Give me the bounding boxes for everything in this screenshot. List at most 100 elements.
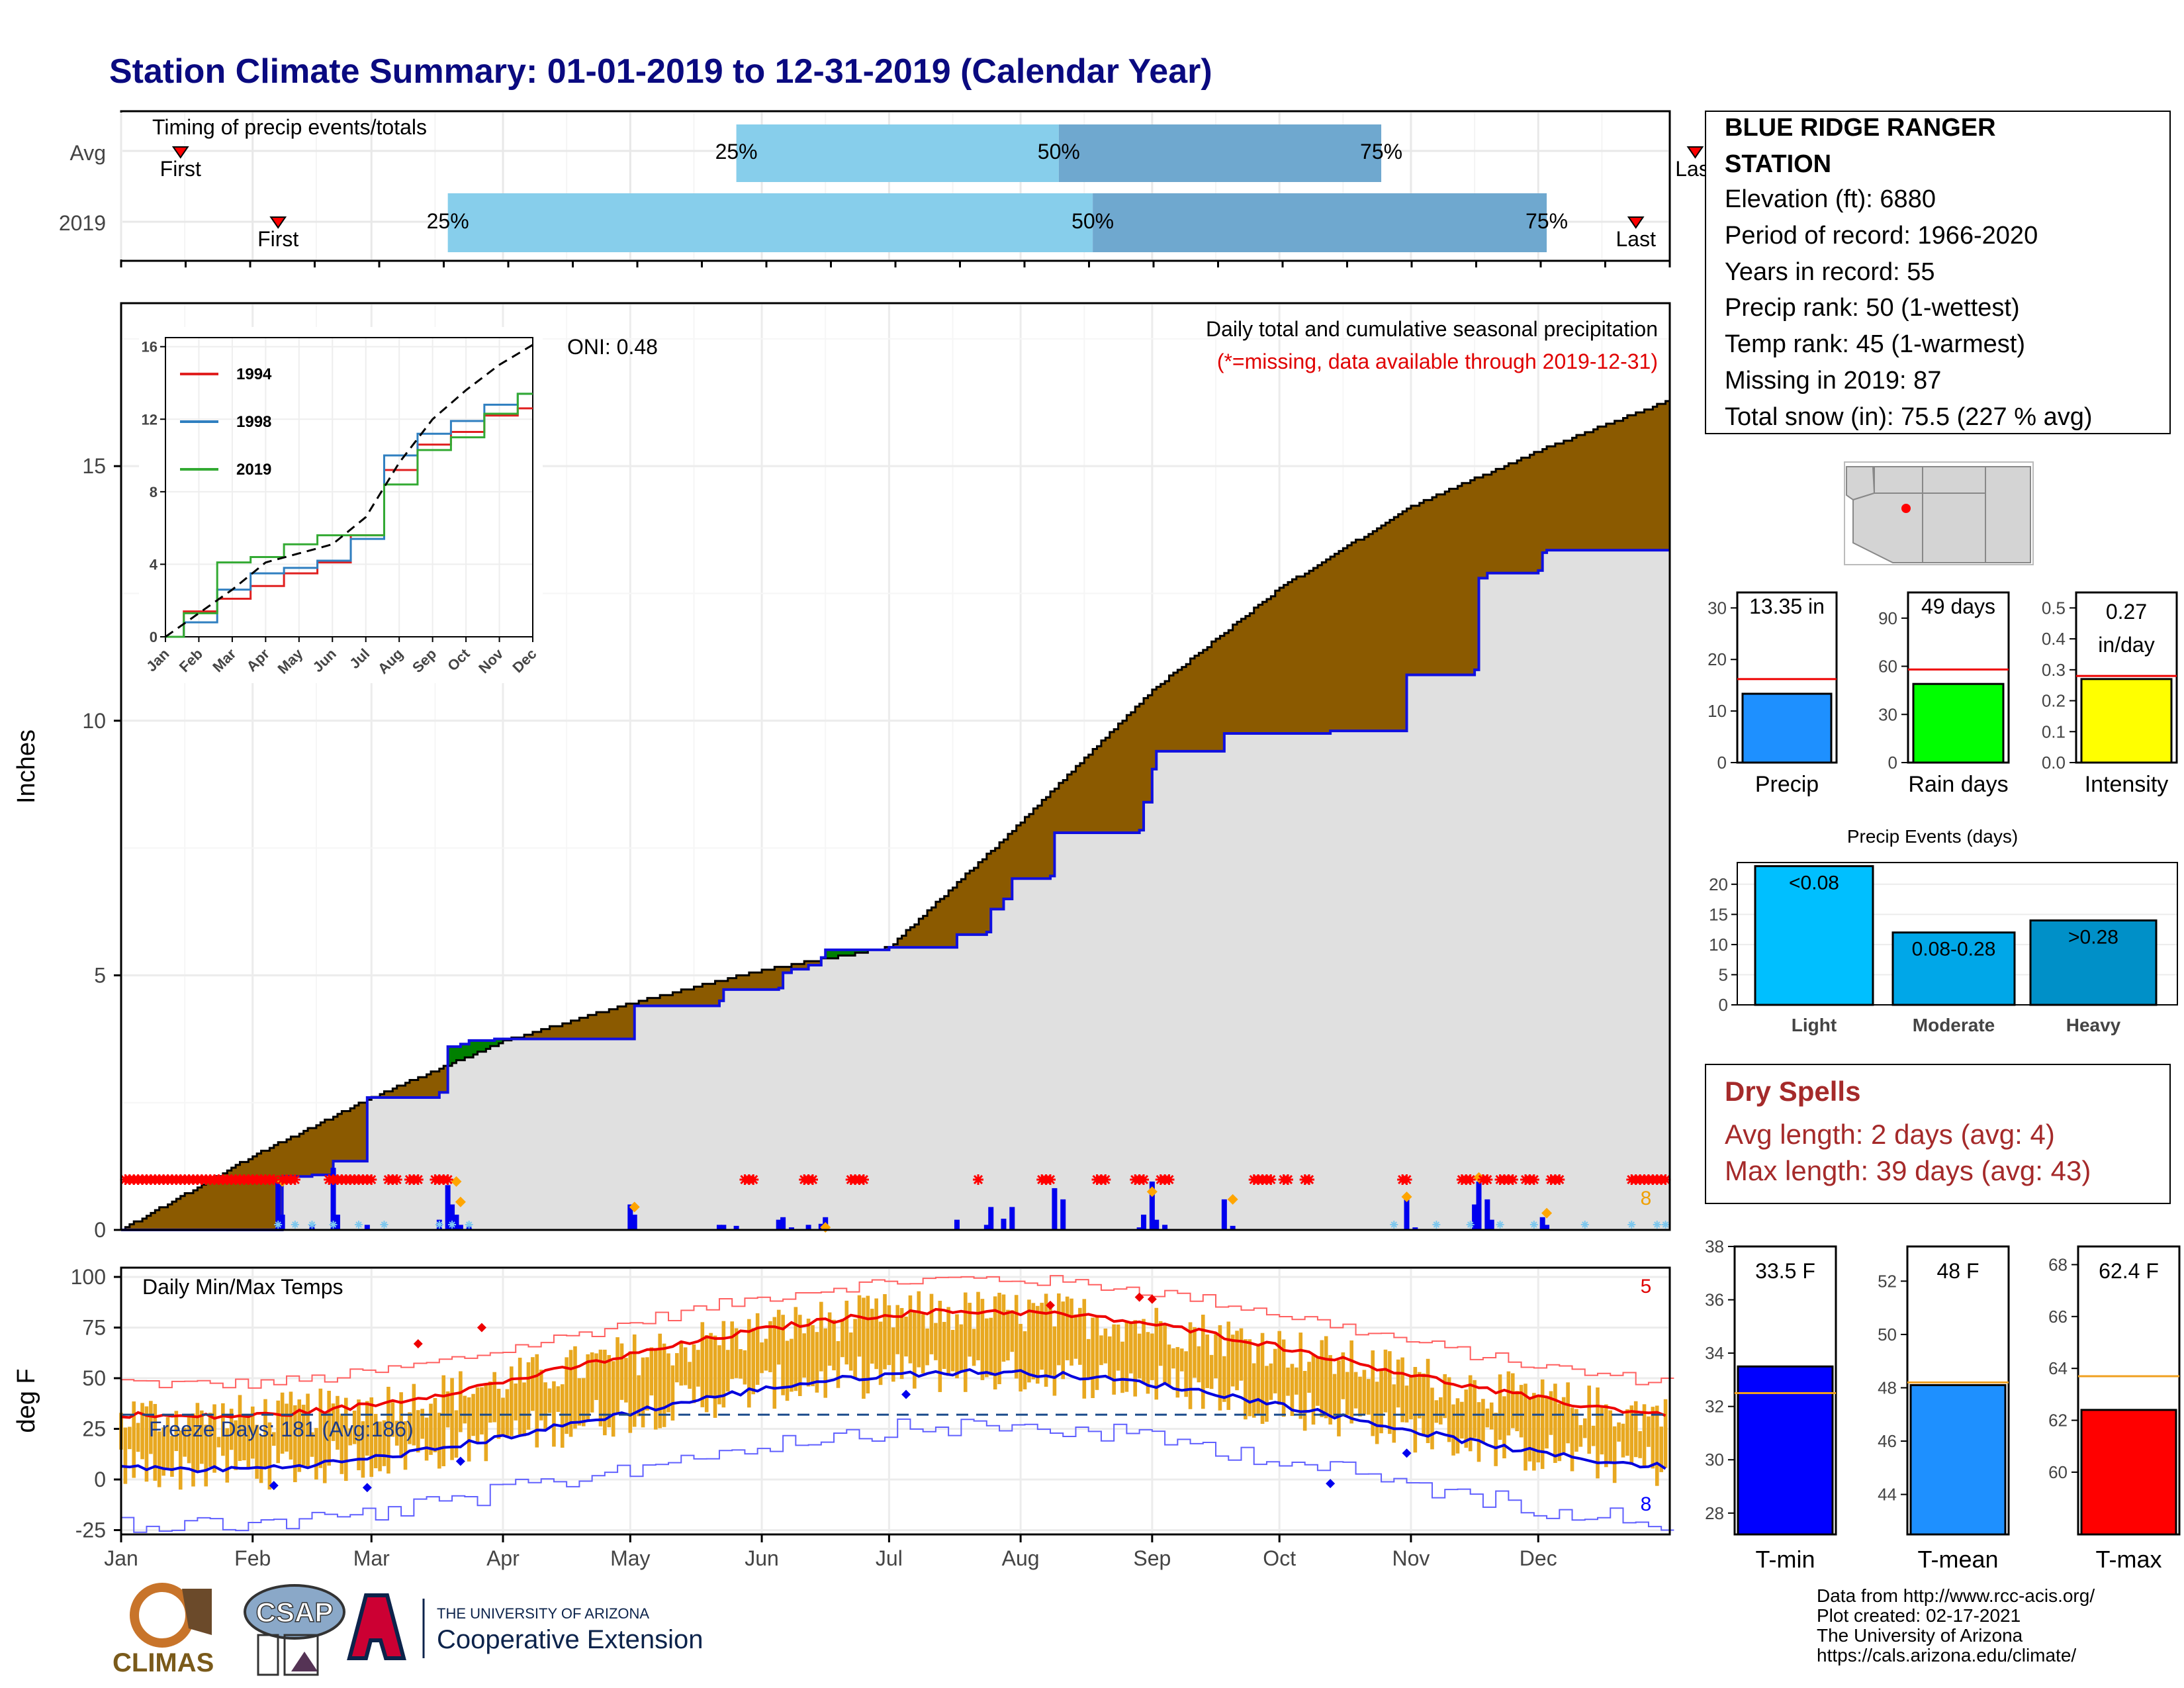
daily-temp-bar [815, 1332, 819, 1393]
daily-temp-bar [577, 1378, 582, 1426]
daily-temp-bar [1345, 1372, 1349, 1415]
daily-temp-bar [331, 1403, 336, 1441]
precip-summary-ytick-label: 30 [1707, 598, 1727, 618]
daily-temp-bar [1473, 1380, 1477, 1438]
daily-temp-bar [848, 1332, 853, 1371]
daily-temp-bar [1434, 1400, 1439, 1423]
daily-temp-bar [1031, 1303, 1036, 1380]
events-category-light: Light [1792, 1015, 1837, 1035]
tempbar-ytick-label: 32 [1705, 1397, 1724, 1417]
daily-temp-bar [611, 1361, 615, 1437]
dry-spells-box: Dry Spells Avg length: 2 days (avg: 4) M… [1705, 1064, 2171, 1204]
daily-temp-bar [797, 1315, 802, 1397]
station-period: Period of record: 1966-2020 [1725, 222, 2038, 250]
credit-line1: Data from http://www.rcc-acis.org/ [1817, 1585, 2095, 1606]
daily-temp-bar [1617, 1422, 1621, 1442]
precip-ylabel: Inches [13, 729, 40, 804]
daily-temp-bar [505, 1389, 510, 1438]
station-missing: Missing in 2019: 87 [1725, 367, 1941, 395]
daily-temp-bar [1570, 1407, 1574, 1472]
daily-temp-bar [632, 1334, 637, 1427]
precip-panel: 0 5 10 15 Daily total and cumulative season… [13, 302, 1671, 1242]
map-state-nm [1922, 492, 1986, 563]
daily-temp-bar [1006, 1309, 1010, 1361]
daily-temp-bar [174, 1411, 179, 1452]
daily-temp-bar [590, 1352, 594, 1413]
events-bar-heavy [2029, 919, 2158, 1006]
trace-marker [465, 1221, 473, 1229]
station-years: Years in record: 55 [1725, 258, 1935, 286]
daily-temp-bar [492, 1372, 496, 1423]
daily-precip-bar [1472, 1204, 1478, 1230]
daily-temp-bar [195, 1403, 200, 1472]
temp-xtick-label: Aug [1002, 1546, 1040, 1570]
credit-line3: The University of Arizona [1817, 1625, 2023, 1646]
daily-temp-bar [743, 1350, 747, 1385]
daily-temp-bar [1226, 1321, 1231, 1410]
freeze-days: Freeze Days: 181 (Avg:186) [149, 1417, 414, 1441]
daily-temp-bar [467, 1397, 471, 1462]
daily-temp-bar [352, 1410, 357, 1444]
daily-temp-bar [1642, 1404, 1647, 1468]
daily-temp-bar [1536, 1395, 1541, 1463]
daily-temp-bar [1392, 1384, 1396, 1443]
trace-marker [308, 1221, 316, 1229]
daily-temp-bar [603, 1349, 607, 1436]
daily-temp-bar [1324, 1336, 1328, 1419]
daily-temp-bar [751, 1328, 756, 1395]
daily-temp-bar [1175, 1346, 1180, 1398]
record-high-marker [1046, 1300, 1055, 1310]
daily-temp-bar [1498, 1374, 1502, 1440]
trace-marker [1661, 1221, 1670, 1229]
daily-temp-bar [1265, 1366, 1269, 1422]
temp-ytick-label: -25 [75, 1519, 106, 1542]
daily-temp-bar [365, 1401, 369, 1456]
timing-bar-q50-q75-avg [1058, 124, 1382, 182]
daily-temp-bar [450, 1378, 454, 1460]
tempbar-ytick-label: 64 [2048, 1358, 2068, 1378]
record-low-marker [901, 1389, 911, 1399]
trace-marker [1580, 1221, 1589, 1229]
daily-temp-bar [293, 1405, 297, 1483]
daily-temp-bar [841, 1319, 844, 1358]
inset-series-2019 [165, 393, 533, 638]
daily-precip-bar [330, 1168, 336, 1230]
tempbar-ytick-label: 62 [2048, 1411, 2068, 1430]
daily-temp-bar [531, 1357, 535, 1411]
daily-temp-bar [1290, 1364, 1295, 1417]
timing-label-p25-avg: 25% [715, 140, 758, 164]
daily-temp-bar [662, 1343, 666, 1427]
daily-temp-bar [340, 1413, 344, 1474]
daily-temp-bar [484, 1383, 488, 1462]
daily-temp-bar [670, 1365, 675, 1421]
trace-marker [1432, 1221, 1441, 1229]
daily-temp-bar [1439, 1397, 1443, 1425]
daily-temp-bar [1600, 1405, 1604, 1455]
daily-temp-bar [1349, 1340, 1353, 1424]
daily-temp-bar [403, 1421, 408, 1470]
intensity-summary-ytick-label: 0.4 [2042, 629, 2066, 649]
daily-precip-bar [631, 1214, 637, 1230]
precip-summary-bar [1741, 692, 1833, 764]
daily-temp-bar [675, 1353, 679, 1383]
daily-temp-bar [857, 1295, 862, 1357]
daily-temp-bar [170, 1436, 174, 1477]
daily-temp-bar [895, 1305, 900, 1354]
daily-temp-bar [361, 1421, 365, 1478]
daily-temp-bar [688, 1362, 692, 1389]
daily-temp-bar [1069, 1298, 1073, 1366]
intensity-summary-ytick-label: 0.0 [2042, 753, 2066, 773]
daily-temp-bar [412, 1383, 416, 1446]
record-max-line [121, 1275, 1674, 1389]
daily-temp-bar [136, 1423, 140, 1452]
trace-marker [355, 1221, 363, 1229]
daily-temp-bar [394, 1421, 399, 1446]
daily-temp-bar [713, 1335, 717, 1418]
daily-temp-bar [178, 1430, 183, 1490]
daily-temp-bar [1048, 1307, 1052, 1376]
daily-temp-bar [1001, 1294, 1006, 1362]
daily-temp-bar [853, 1319, 857, 1379]
daily-temp-bar [760, 1342, 764, 1374]
